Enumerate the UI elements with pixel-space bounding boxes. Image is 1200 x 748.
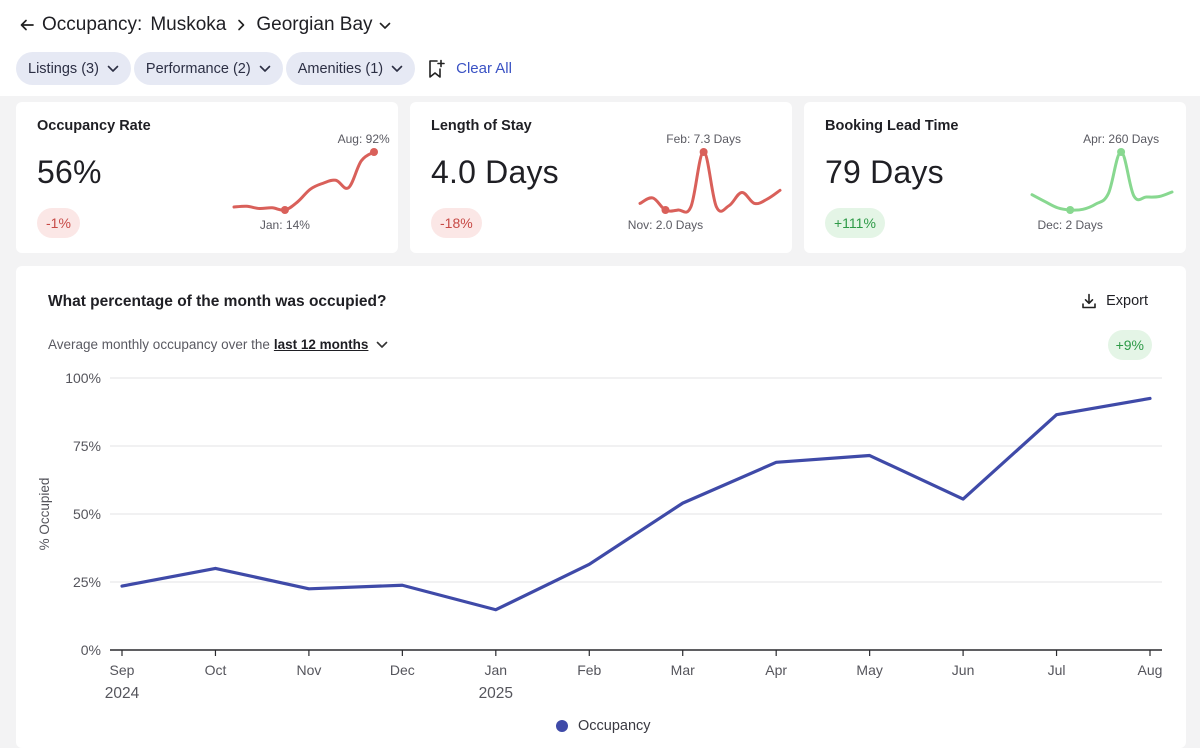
filter-amenities[interactable]: Amenities (1) xyxy=(285,52,416,85)
kpi-value: 79 Days xyxy=(825,154,944,190)
y-tick-label: 25% xyxy=(73,574,101,590)
kpi-title: Length of Stay xyxy=(431,118,532,134)
sparkline-min-label: Dec: 2 Days xyxy=(1038,218,1103,232)
occupancy-series-line[interactable] xyxy=(120,396,1152,612)
breadcrumb-label: Muskoka xyxy=(150,14,227,35)
chart-title: What percentage of the month was occupie… xyxy=(48,293,387,310)
sparkline-min-point xyxy=(280,206,289,214)
sparkline-occupancy-rate: Aug: 92% Jan: 14% xyxy=(232,132,390,232)
back-arrow-icon[interactable] xyxy=(16,14,38,36)
chevron-right-icon xyxy=(236,19,246,31)
kpi-card-booking-lead-time: Booking Lead Time 79 Days +111% Apr: 260… xyxy=(804,102,1186,253)
sparkline-path xyxy=(1030,150,1174,212)
chart-subtitle: Average monthly occupancy over the last … xyxy=(48,337,388,352)
kpi-card-occupancy-rate: Occupancy Rate 56% -1% Aug: 92% Jan: 14% xyxy=(16,102,398,253)
x-tick-label: Sep xyxy=(110,662,135,678)
data-point[interactable] xyxy=(1143,391,1157,405)
sparkline-path xyxy=(232,150,376,212)
x-tick-label: Feb xyxy=(577,662,601,678)
kpi-card-length-of-stay: Length of Stay 4.0 Days -18% Feb: 7.3 Da… xyxy=(410,102,792,253)
sparkline-min-point xyxy=(1066,206,1075,214)
filter-performance[interactable]: Performance (2) xyxy=(133,52,283,85)
chart-legend[interactable]: Occupancy xyxy=(556,718,651,734)
x-year-label: 2024 xyxy=(105,685,140,702)
sparkline-min-label: Nov: 2.0 Days xyxy=(628,218,703,232)
sparkline-max-point xyxy=(370,148,378,156)
y-tick-label: 0% xyxy=(81,642,101,658)
title-row: Occupancy: Muskoka Georgian Bay xyxy=(16,10,391,40)
filter-listings[interactable]: Listings (3) xyxy=(16,52,131,85)
period-change-badge: +9% xyxy=(1107,330,1152,360)
filter-label: Performance (2) xyxy=(145,60,251,77)
data-point[interactable] xyxy=(489,603,503,617)
x-tick-label: Jun xyxy=(952,662,975,678)
x-tick-label: Dec xyxy=(390,662,415,678)
kpi-change-badge: +111% xyxy=(825,208,885,238)
data-point[interactable] xyxy=(302,582,316,596)
filter-label: Amenities (1) xyxy=(297,60,384,77)
data-point[interactable] xyxy=(676,496,690,510)
sparkline-min-label: Jan: 14% xyxy=(260,218,310,232)
occupancy-chart-panel: What percentage of the month was occupie… xyxy=(16,266,1186,748)
kpi-title: Booking Lead Time xyxy=(825,118,959,134)
y-tick-label: 50% xyxy=(73,506,101,522)
data-point[interactable] xyxy=(769,455,783,469)
subtitle-prefix: Average monthly occupancy over the xyxy=(48,337,270,352)
kpi-change-badge: -18% xyxy=(431,208,482,238)
chevron-down-icon xyxy=(259,61,271,77)
breadcrumb-georgian-bay-dropdown[interactable]: Georgian Bay xyxy=(256,14,390,36)
sparkline-min-point xyxy=(661,206,670,214)
kpi-change-badge: -1% xyxy=(37,208,80,238)
x-tick-label: Mar xyxy=(671,662,695,678)
breadcrumb-label: Georgian Bay xyxy=(256,14,373,35)
y-tick-label: 75% xyxy=(73,438,101,454)
sparkline-booking-lead-time: Apr: 260 Days Dec: 2 Days xyxy=(1030,132,1174,232)
x-tick-label: Jul xyxy=(1048,662,1066,678)
data-point[interactable] xyxy=(863,449,877,463)
clear-all-button[interactable]: Clear All xyxy=(456,60,512,77)
chevron-down-icon xyxy=(107,61,119,77)
data-point[interactable] xyxy=(395,578,409,592)
filter-label: Listings (3) xyxy=(28,60,99,77)
kpi-value: 4.0 Days xyxy=(431,154,559,190)
chevron-down-icon[interactable] xyxy=(376,337,388,352)
period-selector[interactable]: last 12 months xyxy=(273,337,369,352)
data-point[interactable] xyxy=(956,492,970,506)
kpi-title: Occupancy Rate xyxy=(37,118,151,134)
breadcrumb-muskoka[interactable]: Muskoka xyxy=(150,14,226,36)
bookmark-add-icon[interactable] xyxy=(424,57,448,81)
x-tick-label: May xyxy=(856,662,882,678)
x-year-label: 2025 xyxy=(479,685,513,702)
sparkline-max-point xyxy=(699,148,708,156)
legend-marker xyxy=(556,720,568,732)
download-icon xyxy=(1082,293,1096,309)
x-tick-label: Jan xyxy=(485,662,508,678)
data-point[interactable] xyxy=(208,561,222,575)
sparkline-max-point xyxy=(1117,148,1126,156)
data-point[interactable] xyxy=(115,579,129,593)
sparkline-max-label: Feb: 7.3 Days xyxy=(666,132,741,146)
chevron-down-icon xyxy=(391,61,403,77)
x-tick-label: Apr xyxy=(765,662,787,678)
kpi-value: 56% xyxy=(37,154,102,190)
legend-label: Occupancy xyxy=(578,718,651,734)
top-bar: Occupancy: Muskoka Georgian Bay Listings… xyxy=(0,0,1200,96)
sparkline-length-of-stay: Feb: 7.3 Days Nov: 2.0 Days xyxy=(628,132,782,232)
chevron-down-icon xyxy=(379,14,391,36)
y-tick-label: 100% xyxy=(65,370,101,386)
page-title: Occupancy: xyxy=(42,14,143,35)
sparkline-max-label: Apr: 260 Days xyxy=(1083,132,1159,146)
x-tick-label: Aug xyxy=(1138,662,1163,678)
data-point[interactable] xyxy=(582,557,596,571)
x-tick-label: Oct xyxy=(205,662,227,678)
sparkline-max-label: Aug: 92% xyxy=(338,132,390,146)
x-tick-label: Nov xyxy=(296,662,321,678)
export-label: Export xyxy=(1106,293,1148,309)
filter-bar: Listings (3) Performance (2) Amenities (… xyxy=(16,52,512,85)
sparkline-path xyxy=(638,150,782,214)
export-button[interactable]: Export xyxy=(1081,293,1148,309)
data-point[interactable] xyxy=(1050,408,1064,422)
y-axis-label: % Occupied xyxy=(37,478,52,551)
